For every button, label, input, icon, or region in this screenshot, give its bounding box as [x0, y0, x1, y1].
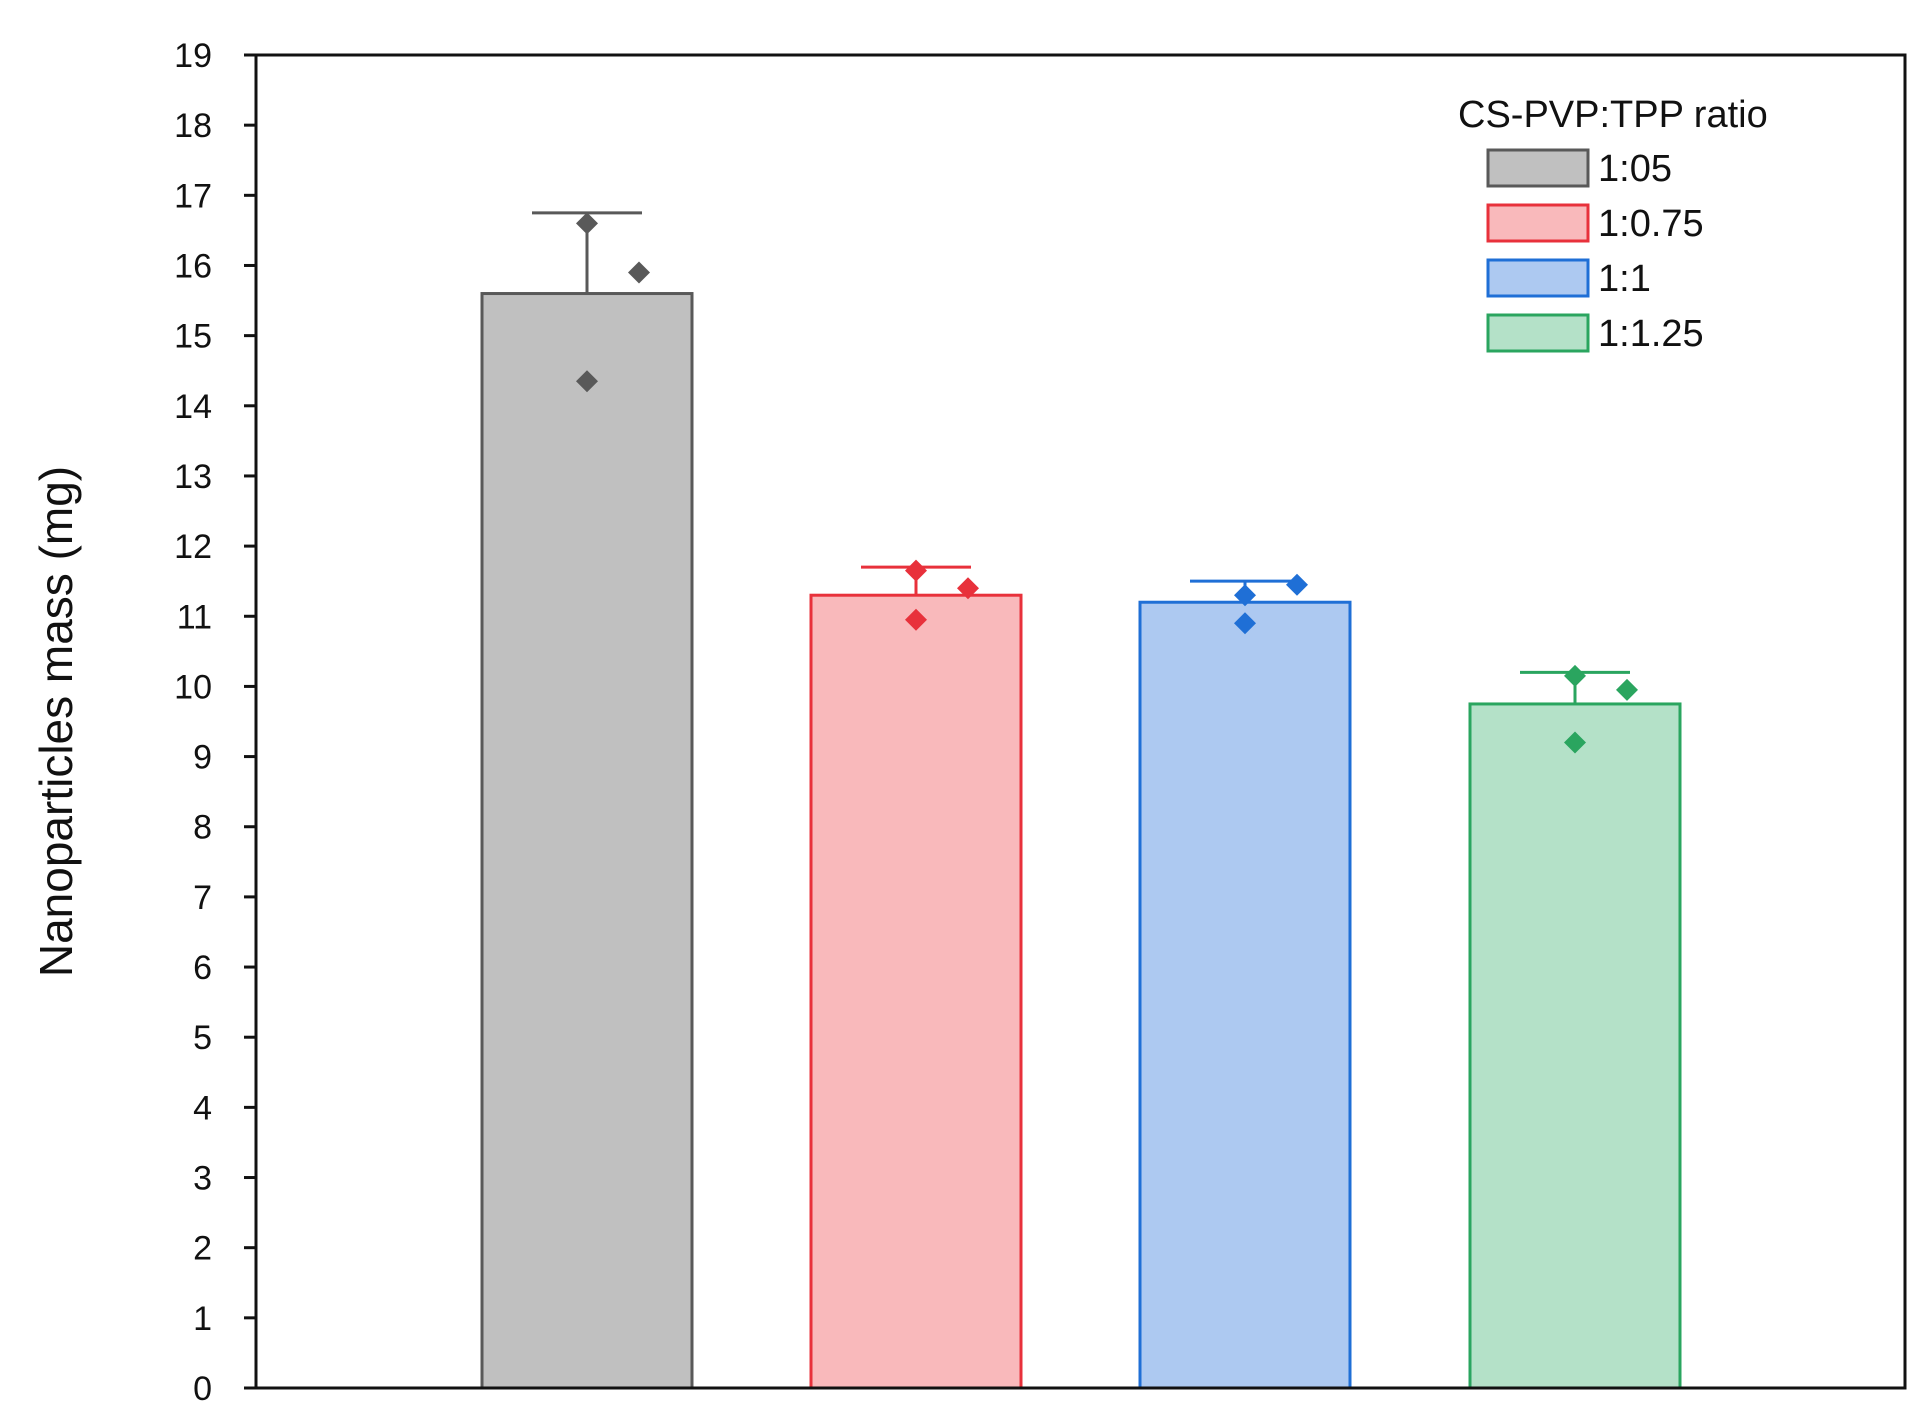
- data-point: [1286, 573, 1308, 596]
- data-point: [905, 559, 927, 582]
- data-point: [1564, 731, 1586, 754]
- legend: CS-PVP:TPP ratio 1:05 1:0.75 1:1 1:1.25: [1458, 94, 1768, 355]
- data-points: [576, 212, 1638, 754]
- legend-items: 1:05 1:0.75 1:1 1:1.25: [1486, 148, 1704, 355]
- y-tick-label: 12: [174, 528, 212, 566]
- y-tick-label: 16: [174, 247, 212, 285]
- error-bars: [532, 211, 1630, 704]
- bar-1:0.75: [809, 593, 1023, 1390]
- y-tick-label: 5: [193, 1019, 212, 1057]
- legend-swatch-1:05: [1486, 148, 1590, 188]
- legend-swatch-1:0.75: [1486, 203, 1590, 243]
- data-point: [957, 577, 979, 600]
- data-point: [905, 608, 927, 631]
- y-tick-label: 15: [174, 318, 212, 356]
- y-tick-label: 19: [174, 37, 212, 75]
- y-tick-label: 14: [174, 388, 212, 426]
- y-tick-label: 1: [193, 1300, 212, 1338]
- y-tick-label: 7: [193, 879, 212, 917]
- y-tick-label: 3: [193, 1160, 212, 1198]
- y-tick-label: 6: [193, 949, 212, 987]
- bar-1:1: [1138, 600, 1352, 1390]
- y-tick-label: 9: [193, 739, 212, 777]
- legend-label: 1:05: [1598, 148, 1672, 190]
- y-tick-label: 10: [174, 668, 212, 706]
- legend-label: 1:1.25: [1598, 313, 1704, 355]
- data-point: [576, 212, 598, 235]
- legend-label: 1:1: [1598, 258, 1651, 300]
- y-tick-label: 2: [193, 1230, 212, 1268]
- y-tick-label: 17: [174, 177, 212, 215]
- legend-label: 1:0.75: [1598, 203, 1704, 245]
- legend-swatch-1:1.25: [1486, 313, 1590, 353]
- legend-swatch-1:1: [1486, 258, 1590, 298]
- legend-title: CS-PVP:TPP ratio: [1458, 94, 1768, 136]
- y-tick-label: 11: [177, 598, 212, 636]
- data-point: [1234, 584, 1256, 607]
- data-point: [1616, 678, 1638, 701]
- data-point: [1234, 612, 1256, 635]
- y-tick-label: 18: [174, 107, 212, 145]
- bars: [480, 292, 1682, 1390]
- data-point: [1564, 664, 1586, 687]
- bar-1:05: [480, 292, 694, 1390]
- bar-1:1.25: [1468, 702, 1682, 1390]
- data-point: [576, 370, 598, 393]
- y-tick-label: 8: [193, 809, 212, 847]
- y-tick-label: 4: [193, 1089, 212, 1127]
- y-axis-title: Nanoparticles mass (mg): [30, 466, 82, 977]
- y-tick-label: 13: [174, 458, 212, 496]
- data-point: [628, 261, 650, 284]
- y-tick-label: 0: [193, 1370, 212, 1408]
- plot-frame: [254, 53, 1907, 1390]
